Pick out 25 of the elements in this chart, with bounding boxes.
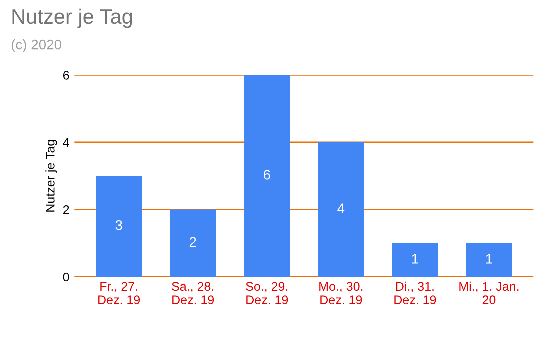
y-tick-label: 2 (63, 206, 70, 214)
bar (466, 243, 512, 278)
x-tick-label: Mi., 1. Jan. 20 (460, 282, 519, 305)
x-tick-label: Mo., 30. Dez. 19 (320, 282, 363, 305)
y-axis-title: Nutzer je Tag (46, 140, 58, 212)
x-tick-label: Di., 31. Dez. 19 (394, 282, 436, 305)
bar (318, 142, 364, 278)
bar (170, 210, 216, 278)
chart-title: Nutzer je Tag (12, 8, 132, 28)
data-label: 2 (190, 237, 196, 247)
bar (244, 75, 290, 278)
data-label: 1 (412, 254, 418, 264)
data-label: 3 (116, 220, 122, 230)
x-tick-label: Sa., 28. Dez. 19 (172, 282, 214, 305)
bar (96, 176, 142, 278)
data-label: 4 (338, 204, 345, 214)
data-label: 6 (264, 170, 270, 180)
y-tick-label: 6 (63, 71, 70, 80)
chart-subtitle: (c) 2020 (12, 40, 62, 52)
y-tick-label: 0 (63, 272, 70, 282)
data-label: 1 (486, 254, 492, 264)
x-tick-label: Fr., 27. Dez. 19 (98, 282, 140, 305)
y-tick-label: 4 (63, 138, 70, 148)
bar (392, 243, 438, 278)
x-tick-label: So., 29. Dez. 19 (246, 282, 288, 305)
